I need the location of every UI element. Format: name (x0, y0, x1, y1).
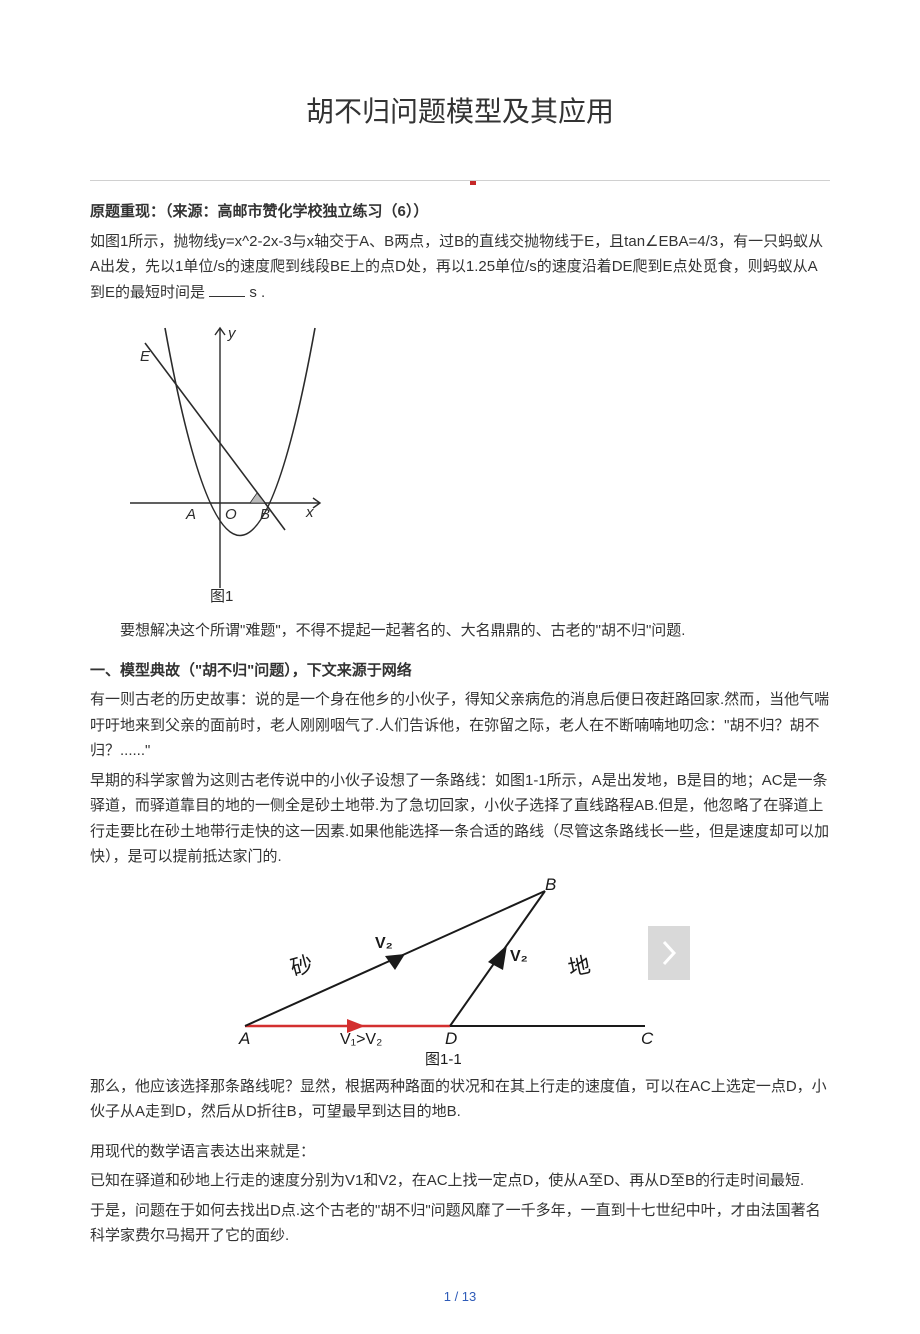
section3-p6: 已知在驿道和砂地上行走的速度分别为V1和V2，在AC上找一定点D，使从A至D、再… (90, 1168, 830, 1194)
svg-text:砂: 砂 (288, 950, 316, 980)
figure-1: E A O B x y 图1 (110, 313, 830, 608)
section1-text: 如图1所示，抛物线y=x^2‐2x‐3与x轴交于A、B两点，过B的直线交抛物线于… (90, 233, 823, 301)
fig1-label-y: y (227, 325, 237, 342)
fig1-label-x: x (305, 504, 314, 521)
svg-text:V₂: V₂ (375, 935, 393, 952)
fig1-caption: 图1 (210, 588, 233, 603)
figure-1-1: A B C D V₁>V₂ V₂ V₂ 砂 地 图1-1 (90, 876, 830, 1066)
svg-text:A: A (238, 1029, 250, 1048)
section2-p3: 早期的科学家曾为这则古老传说中的小伙子设想了一条路线：如图1-1所示，A是出发地… (90, 768, 830, 870)
section2-p2: 有一则古老的历史故事：说的是一个身在他乡的小伙子，得知父亲病危的消息后便日夜赶路… (90, 687, 830, 764)
page-title: 胡不归问题模型及其应用 (90, 90, 830, 130)
section3-p7: 于是，问题在于如何去找出D点.这个古老的"胡不归"问题风靡了一千多年，一直到十七… (90, 1198, 830, 1249)
section3-p5: 用现代的数学语言表达出来就是： (90, 1139, 830, 1165)
divider (90, 180, 830, 181)
svg-text:C: C (641, 1029, 654, 1048)
svg-text:D: D (445, 1029, 457, 1048)
answer-blank (209, 296, 245, 297)
svg-text:图1-1: 图1-1 (425, 1051, 462, 1066)
section2-heading: 一、模型典故（"胡不归"问题），下文来源于网络 (90, 658, 830, 684)
red-mark (470, 181, 476, 185)
chevron-right-icon (660, 939, 678, 967)
svg-text:地: 地 (566, 951, 593, 980)
fig1-label-A: A (185, 506, 196, 523)
svg-text:V₁>V₂: V₁>V₂ (340, 1031, 382, 1048)
section2-lead: 要想解决这个所谓"难题"，不得不提起一起著名的、大名鼎鼎的、古老的"胡不归"问题… (90, 618, 830, 644)
section3-p4: 那么，他应该选择那条路线呢？显然，根据两种路面的状况和在其上行走的速度值，可以在… (90, 1074, 830, 1125)
section1-unit: s . (249, 284, 265, 301)
section1-paragraph: 如图1所示，抛物线y=x^2‐2x‐3与x轴交于A、B两点，过B的直线交抛物线于… (90, 229, 830, 306)
svg-text:V₂: V₂ (510, 948, 528, 965)
page-footer: 1 / 13 (90, 1289, 830, 1304)
next-image-button[interactable] (648, 926, 690, 980)
fig1-label-E: E (140, 348, 151, 365)
fig1-label-O: O (225, 506, 237, 523)
svg-text:B: B (545, 876, 556, 894)
section1-heading: 原题重现：（来源：高邮市赞化学校独立练习（6）） (90, 199, 830, 225)
fig1-label-B: B (260, 506, 270, 523)
